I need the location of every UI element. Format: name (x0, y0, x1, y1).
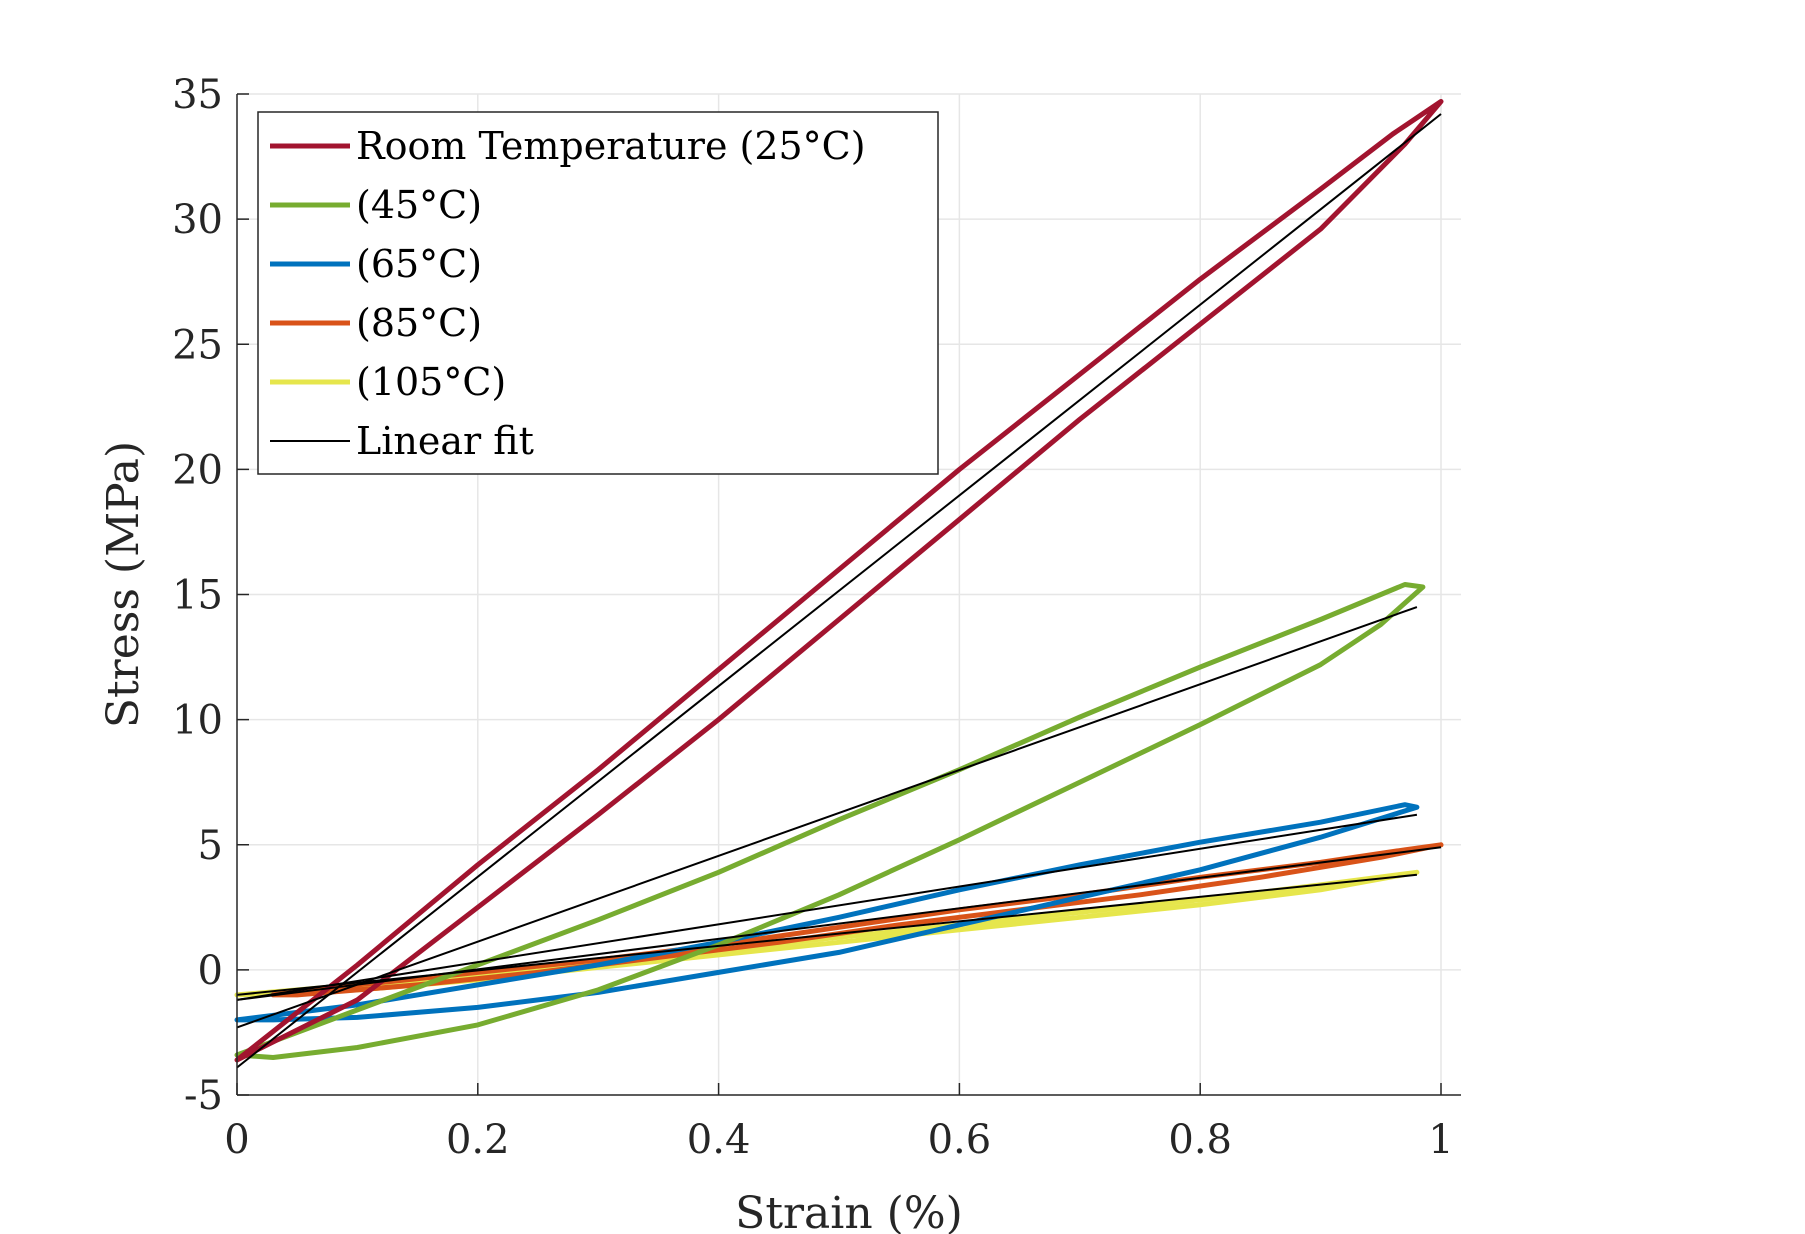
y-tick-label: 25 (172, 322, 223, 368)
linear-fit-line-1 (236, 606, 1418, 1029)
y-tick-label: 20 (172, 447, 223, 493)
legend-label-5: Linear fit (356, 419, 534, 463)
legend-label-2: (65°C) (356, 242, 482, 286)
legend-label-0: Room Temperature (25°C) (356, 124, 866, 168)
legend: Room Temperature (25°C) (45°C) (65°C) (85°C… (257, 111, 939, 475)
y-tick-label: 35 (172, 72, 223, 118)
y-tick-label: -5 (184, 1073, 223, 1119)
legend-label-4: (105°C) (356, 360, 506, 404)
x-tick-label: 1 (1428, 1117, 1453, 1163)
y-tick-label: 0 (198, 948, 223, 994)
y-tick-label: 5 (198, 823, 223, 869)
linear-fit-line-0 (236, 113, 1442, 1069)
legend-box (257, 111, 939, 475)
legend-label-3: (85°C) (356, 301, 482, 345)
legend-label-1: (45°C) (356, 183, 482, 227)
x-axis-label: Strain (%) (735, 1188, 963, 1234)
linear-fit-line-4 (236, 873, 1418, 996)
x-tick-label: 0.2 (446, 1117, 510, 1163)
linear-fit-line-2 (236, 813, 1418, 1001)
y-tick-label: 10 (172, 698, 223, 744)
y-tick-label: 30 (172, 197, 223, 243)
x-tick-label: 0 (224, 1117, 249, 1163)
x-tick-label: 0.6 (928, 1117, 992, 1163)
axes (236, 93, 1461, 1096)
y-axis-label: Stress (MPa) (98, 441, 149, 728)
series-line-1 (234, 582, 1426, 1060)
series-line-0 (234, 99, 1444, 1063)
y-tick-label: 15 (172, 573, 223, 619)
x-tick-label: 0.4 (687, 1117, 751, 1163)
series-layer (234, 99, 1444, 1069)
x-tick-label: 0.8 (1168, 1117, 1232, 1163)
